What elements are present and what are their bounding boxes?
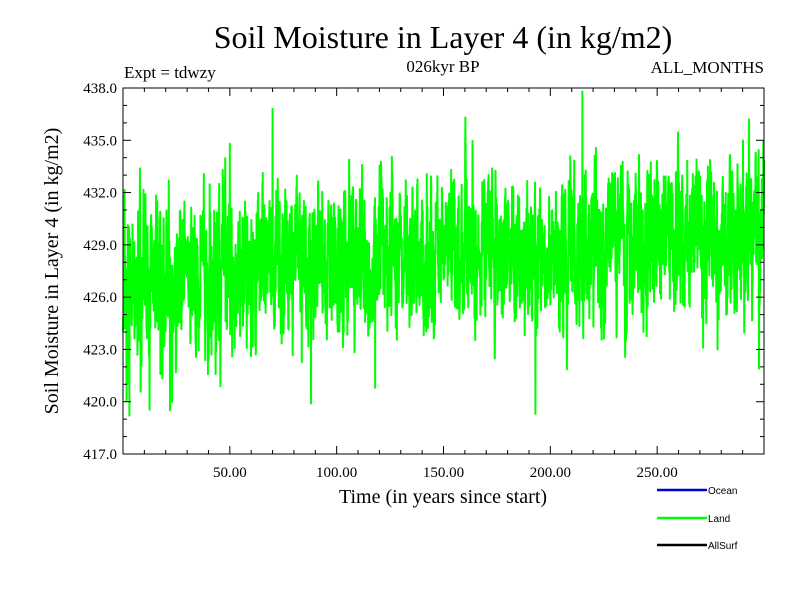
y-axis-label: Soil Moisture in Layer 4 (in kg/m2): [41, 128, 63, 415]
legend-label-ocean: Ocean: [708, 486, 737, 497]
series-layer: [122, 90, 765, 417]
y-tick-label: 417.0: [83, 447, 117, 463]
x-tick-label: 250.00: [637, 465, 678, 481]
y-tick-label: 438.0: [83, 81, 117, 97]
y-tick-label: 432.0: [83, 186, 117, 202]
legend-label-land: Land: [708, 514, 730, 525]
legend: Ocean Land AllSurf: [657, 486, 738, 552]
y-tick-label: 426.0: [83, 290, 117, 306]
experiment-label: Expt = tdwzy: [124, 63, 216, 82]
x-axis-label: Time (in years since start): [339, 486, 547, 508]
x-axis: 50.00 100.00 150.00 200.00 250.00: [143, 88, 744, 481]
series-line-land: [122, 90, 765, 417]
x-tick-label: 200.00: [530, 465, 571, 481]
chart-title: Soil Moisture in Layer 4 (in kg/m2): [214, 19, 673, 55]
y-axis: 417.0 420.0 423.0 426.0 429.0 432.0 435.0 438.0: [83, 81, 764, 463]
y-tick-label: 423.0: [83, 342, 117, 358]
y-tick-label: 429.0: [83, 238, 117, 254]
x-tick-label: 100.00: [316, 465, 357, 481]
chart-subtitle: 026kyr BP: [406, 57, 479, 76]
legend-label-allsurf: AllSurf: [708, 541, 738, 552]
x-tick-label: 150.00: [423, 465, 464, 481]
y-tick-label: 435.0: [83, 133, 117, 149]
period-label: ALL_MONTHS: [651, 58, 764, 77]
x-tick-label: 50.00: [213, 465, 247, 481]
y-tick-label: 420.0: [83, 395, 117, 411]
